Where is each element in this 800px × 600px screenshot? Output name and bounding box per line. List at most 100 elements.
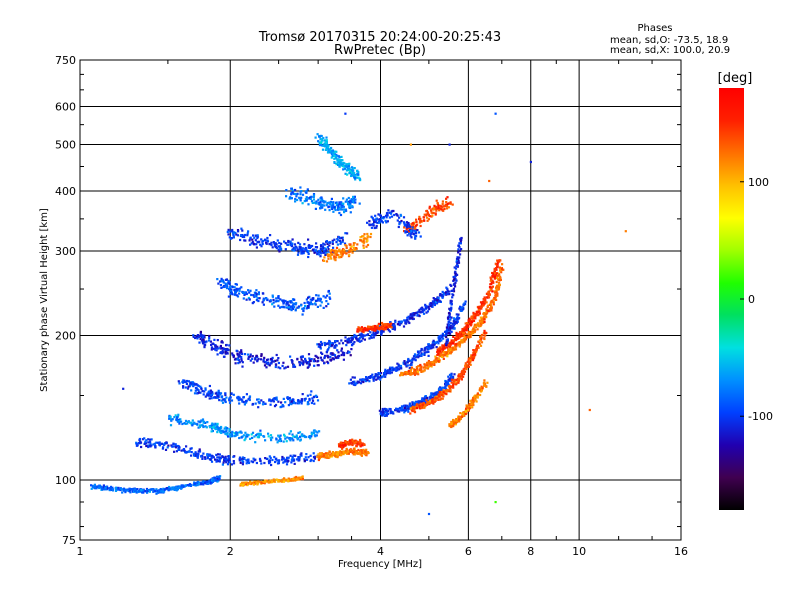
data-point [226,434,229,437]
data-point [262,303,265,306]
data-point [277,434,280,437]
data-point [419,307,422,310]
data-point [286,457,289,460]
data-point [277,439,280,442]
data-point [486,296,489,299]
data-point [317,297,320,300]
data-point [236,357,239,360]
data-point [135,442,138,445]
data-point [199,330,202,333]
data-point [238,351,241,354]
data-point [353,242,356,245]
data-point [349,339,352,342]
data-point [300,358,303,361]
data-point [246,459,250,462]
data-point [415,406,418,410]
data-point [247,461,251,465]
data-point [427,350,430,353]
data-point [415,400,418,403]
data-point [206,482,209,485]
data-point [270,241,273,244]
data-point [350,348,353,351]
data-point [257,432,260,435]
data-point [478,342,481,345]
data-point [140,445,143,449]
data-point [260,358,263,361]
data-point [366,232,369,236]
data-point [240,227,243,230]
data-point [224,348,227,351]
data-point [218,477,221,480]
data-point [232,355,235,359]
data-point [454,348,458,351]
data-point [200,455,203,458]
data-point [477,325,481,328]
data-point [247,230,250,233]
data-point [218,399,221,402]
data-point [252,242,255,245]
data-point [268,398,271,401]
data-point [472,357,475,360]
data-point [351,440,355,443]
data-point [315,430,318,433]
data-point [452,420,455,423]
data-point [215,453,218,456]
data-point [415,372,418,375]
data-point [466,322,469,325]
data-point [245,401,248,404]
data-point [419,311,422,314]
data-point [282,361,285,364]
data-point [200,339,203,342]
data-point [276,459,279,462]
data-point [212,456,215,459]
data-point [321,206,324,209]
data-point [340,205,343,208]
data-point [485,301,488,304]
data-point [489,279,492,282]
data-point [350,381,353,385]
data-point [393,367,397,371]
data-point [226,351,229,354]
data-point [452,335,455,338]
data-point [480,307,483,310]
data-point [240,350,243,354]
data-point [227,279,230,282]
data-point [444,387,447,390]
data-point [412,368,415,371]
data-point [292,365,295,368]
data-point [439,398,442,401]
data-point [209,481,212,484]
data-point [326,360,329,363]
data-point [256,234,259,237]
data-point [346,232,349,235]
data-point [384,370,387,373]
data-point [281,455,284,459]
data-point [310,431,313,434]
data-point [417,314,421,317]
data-point [265,242,268,245]
data-point [431,398,434,401]
data-point [119,488,122,491]
data-point [297,306,300,309]
data-point [317,201,320,204]
data-point [149,442,152,445]
data-point [224,352,227,355]
data-point [485,311,488,314]
data-point [309,359,312,363]
data-point [447,378,450,381]
data-point [369,235,372,239]
data-point [483,297,486,300]
data-point [312,193,316,196]
data-point [407,359,410,362]
data-point [403,406,406,410]
data-point [349,211,352,214]
data-point [308,363,311,366]
data-point [366,243,370,247]
data-point [334,208,337,212]
data-point [455,418,458,422]
data-point [304,198,307,201]
data-point [254,294,257,297]
data-point [196,423,199,426]
data-point [90,484,93,487]
data-point [480,318,483,321]
